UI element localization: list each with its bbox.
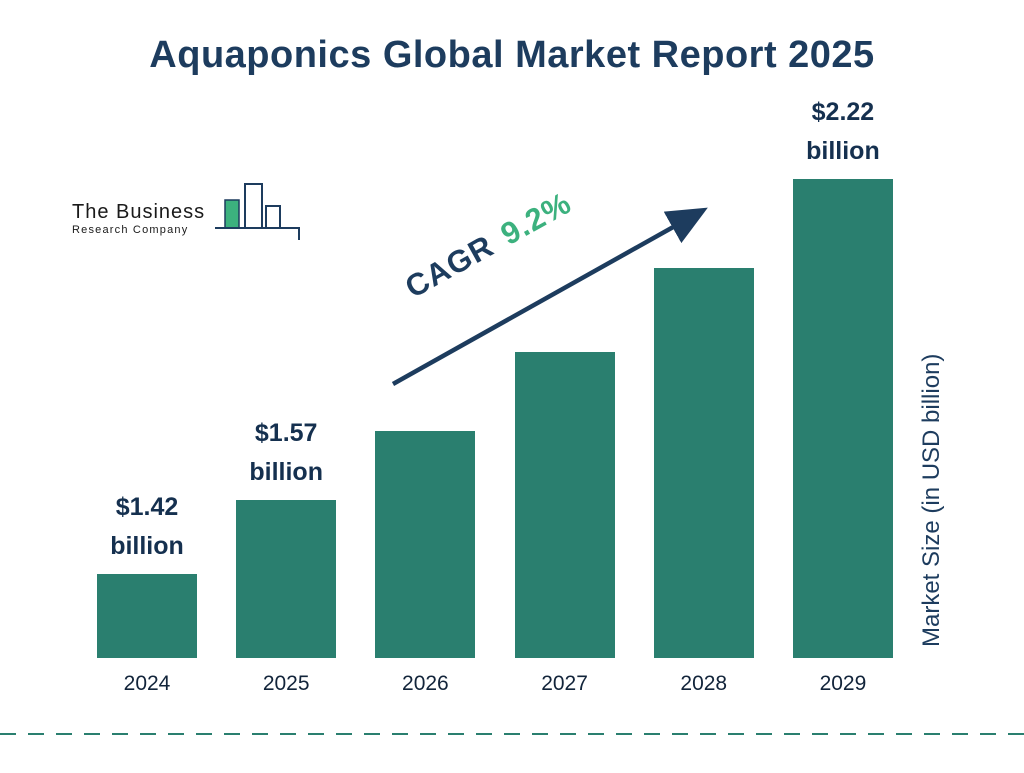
bar-2027: [514, 352, 615, 658]
bar-column-2025: $1.57 billion 2025: [234, 414, 338, 704]
bar-column-2024: $1.42 billion 2024: [95, 488, 199, 704]
x-axis-tick-2027: 2027: [541, 672, 588, 695]
bar-2025: [236, 500, 337, 658]
bar-column-2028: 2028: [652, 268, 756, 704]
bar-column-2026: 2026: [373, 431, 477, 704]
page-title: Aquaponics Global Market Report 2025: [149, 34, 875, 76]
bar-column-2027: 2027: [513, 352, 617, 704]
bar-2029: [792, 179, 893, 658]
y-axis-label: Market Size (in USD billion): [918, 353, 945, 647]
x-axis-tick-2026: 2026: [402, 672, 449, 695]
bar-value-label-2025: $1.57 billion: [249, 419, 323, 486]
x-axis-tick-2028: 2028: [680, 672, 728, 695]
bar-2024: [97, 574, 197, 658]
bar-chart: $1.42 billion 2024 $1.57 billion 2025 2026 2027…: [95, 70, 895, 704]
bar-chart-logo-icon: [211, 182, 303, 246]
x-axis-tick-2025: 2025: [262, 672, 310, 695]
company-logo-subname: Research Company: [72, 224, 189, 236]
company-logo-name: The Business: [72, 201, 206, 223]
bar-2028: [653, 268, 754, 658]
company-logo-text: The Business Research Company: [72, 201, 205, 246]
company-logo: The Business Research Company: [72, 182, 303, 246]
bar-column-2029: $2.22 billion 2029: [791, 93, 895, 704]
bar-2026: [375, 431, 476, 658]
x-axis-tick-2024: 2024: [123, 672, 171, 695]
x-axis-tick-2029: 2029: [819, 672, 867, 695]
bottom-dashed-divider: [0, 733, 1024, 735]
bar-value-label-2029: $2.22 billion: [806, 98, 880, 165]
bar-value-label-2024: $1.42 billion: [110, 493, 184, 560]
